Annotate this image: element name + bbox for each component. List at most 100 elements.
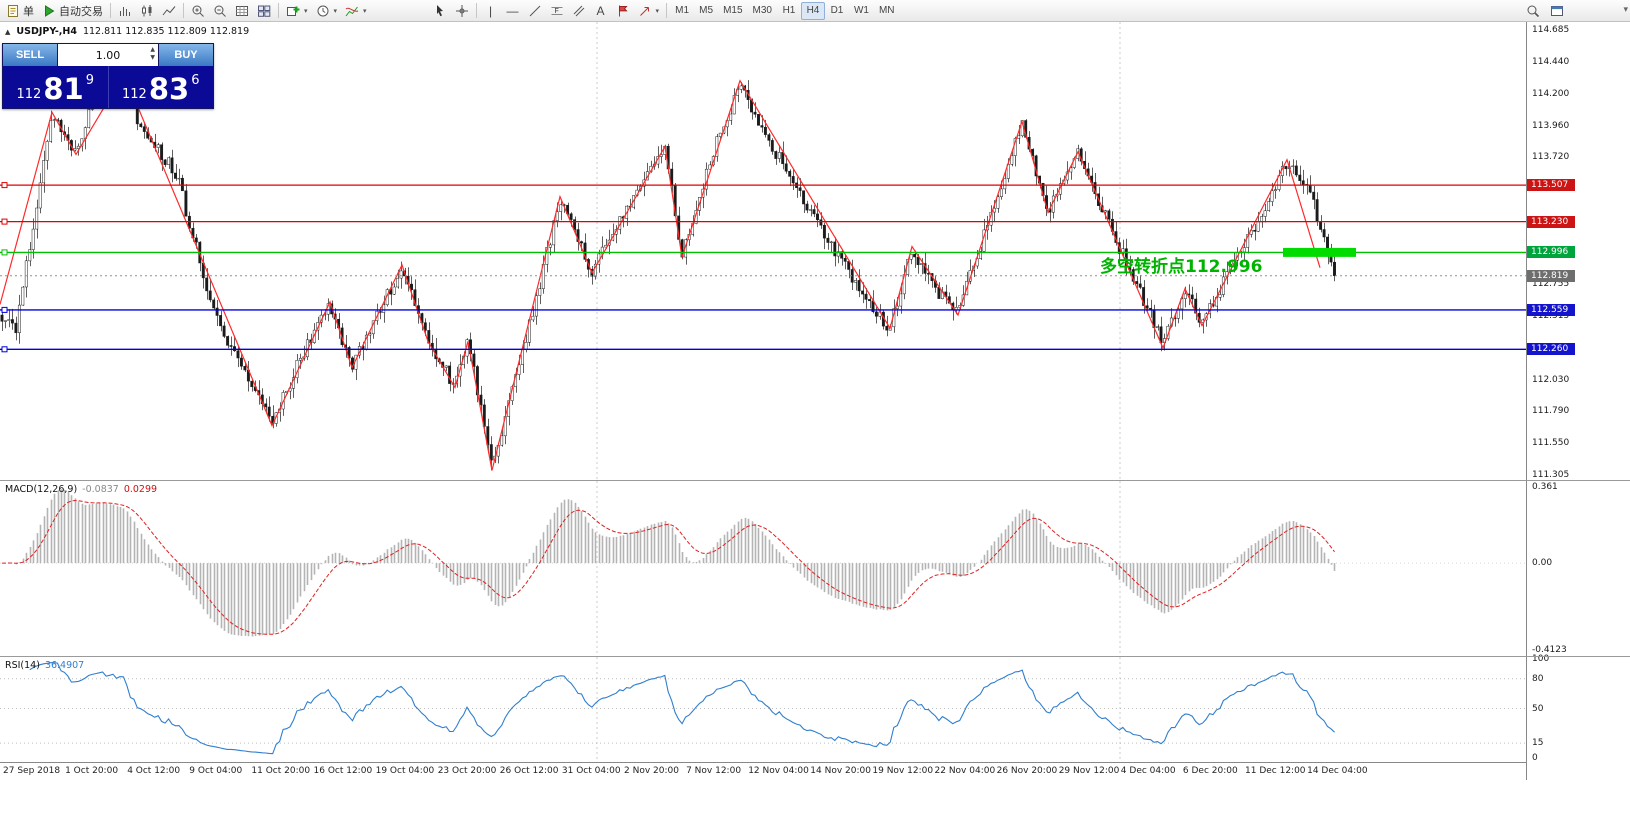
price-axis-label: 114.685 bbox=[1532, 25, 1570, 35]
timeframe-m30-button[interactable]: M30 bbox=[748, 2, 777, 20]
channel-button[interactable] bbox=[568, 1, 590, 21]
panel-splitter-macd[interactable] bbox=[0, 480, 1630, 481]
price-badge: 112.996 bbox=[1527, 246, 1575, 259]
search-button[interactable] bbox=[1522, 1, 1544, 21]
macd-axis-label: 0.00 bbox=[1532, 558, 1553, 569]
price-axis[interactable]: 114.685 114.440 114.200 113.960 113.720 112.7… bbox=[1526, 22, 1630, 780]
sell-button[interactable]: SELL bbox=[3, 44, 57, 66]
quote-panel-toggle-icon[interactable]: ▲ bbox=[5, 27, 11, 36]
time-axis-label: 29 Nov 12:00 bbox=[1058, 766, 1120, 776]
macd-axis-label: -0.4123 bbox=[1532, 645, 1567, 655]
autotrading-button[interactable]: 自动交易 bbox=[38, 1, 107, 21]
fibonacci-button[interactable]: F bbox=[546, 1, 568, 21]
volume-stepper-arrows[interactable]: ▲ ▼ bbox=[150, 46, 155, 62]
toolbar-separator bbox=[183, 3, 184, 18]
stepper-down-icon[interactable]: ▼ bbox=[150, 54, 155, 61]
main-chart[interactable] bbox=[0, 22, 1526, 480]
toolbar-separator bbox=[278, 3, 279, 18]
turning-point-annotation: 多空转折点112.996 bbox=[1100, 257, 1263, 277]
timeframe-w1-button[interactable]: W1 bbox=[849, 2, 874, 20]
trendline-icon bbox=[529, 5, 540, 16]
horizontal-line-button[interactable]: — bbox=[502, 1, 524, 21]
price-axis-label: 114.200 bbox=[1532, 88, 1570, 99]
timeframe-d1-button[interactable]: D1 bbox=[825, 2, 849, 20]
candlestick-chart-button[interactable] bbox=[136, 1, 158, 21]
text-button[interactable]: A bbox=[590, 1, 612, 21]
time-axis-label: 4 Dec 04:00 bbox=[1120, 766, 1176, 776]
toolbar-separator bbox=[110, 3, 111, 18]
buy-price-pipette: 6 bbox=[191, 73, 200, 88]
sell-price[interactable]: 112 81 9 bbox=[3, 66, 108, 108]
time-axis-label: 16 Oct 12:00 bbox=[313, 766, 373, 776]
timeframe-m1-button[interactable]: M1 bbox=[670, 2, 694, 20]
timeframe-m15-button[interactable]: M15 bbox=[718, 2, 747, 20]
time-axis-label: 22 Nov 04:00 bbox=[934, 766, 996, 776]
timeframe-m5-button[interactable]: M5 bbox=[694, 2, 718, 20]
trendline-button[interactable] bbox=[524, 1, 546, 21]
new-order-button[interactable]: 单 bbox=[2, 1, 38, 21]
dropdown-arrow-icon: ▾ bbox=[363, 7, 367, 15]
price-axis-label: 111.550 bbox=[1532, 437, 1570, 448]
time-axis-label: 1 Oct 20:00 bbox=[65, 766, 119, 776]
time-axis-label: 11 Dec 12:00 bbox=[1245, 766, 1306, 776]
grid-button[interactable] bbox=[231, 1, 253, 21]
price-axis-label: 114.440 bbox=[1532, 57, 1570, 68]
buy-button[interactable]: BUY bbox=[159, 44, 213, 66]
clock-icon bbox=[317, 5, 329, 16]
price-badge: 112.260 bbox=[1527, 343, 1575, 356]
time-axis-label: 11 Oct 20:00 bbox=[251, 766, 311, 776]
macd-panel-chart[interactable] bbox=[0, 481, 1526, 656]
line-chart-button[interactable] bbox=[158, 1, 180, 21]
zoom-out-button[interactable] bbox=[209, 1, 231, 21]
timeframe-mn-button[interactable]: MN bbox=[874, 2, 900, 20]
search-icon bbox=[1527, 5, 1540, 17]
volume-stepper[interactable]: 1.00 ▲ ▼ bbox=[57, 44, 159, 66]
time-axis-label: 23 Oct 20:00 bbox=[437, 766, 497, 776]
autotrading-label: 自动交易 bbox=[59, 5, 103, 18]
macd-label-row: MACD(12,26,9) -0.0837 0.0299 bbox=[5, 484, 157, 495]
crosshair-icon bbox=[455, 4, 468, 17]
bar-chart-button[interactable] bbox=[114, 1, 136, 21]
line-chart-icon bbox=[162, 5, 176, 15]
buy-price[interactable]: 112 83 6 bbox=[109, 66, 214, 108]
time-axis-label: 14 Nov 20:00 bbox=[810, 766, 871, 776]
crosshair-button[interactable] bbox=[451, 1, 473, 21]
time-axis-label: 12 Nov 04:00 bbox=[748, 766, 809, 776]
arrows-button[interactable]: ▾ bbox=[634, 1, 664, 21]
panel-splitter-rsi[interactable] bbox=[0, 656, 1630, 657]
sell-price-pipette: 9 bbox=[85, 73, 94, 88]
ohlc-values: 112.811 112.835 112.809 112.819 bbox=[82, 26, 250, 37]
vertical-line-button[interactable]: | bbox=[480, 1, 502, 21]
tile-windows-button[interactable] bbox=[253, 1, 275, 21]
time-axis-label: 19 Oct 04:00 bbox=[375, 766, 435, 776]
rsi-axis-label: 80 bbox=[1532, 673, 1544, 684]
toolbar-overflow-button[interactable]: ▾ bbox=[1623, 4, 1628, 14]
time-axis[interactable]: 27 Sep 2018 1 Oct 20:00 4 Oct 12:00 9 Oct 0… bbox=[0, 762, 1526, 780]
zoom-in-button[interactable] bbox=[187, 1, 209, 21]
zoom-out-icon bbox=[214, 5, 226, 17]
vertical-line-icon: | bbox=[488, 3, 493, 18]
macd-indicator-label: MACD(12,26,9) bbox=[5, 484, 78, 495]
new-chart-button[interactable]: ▾ bbox=[282, 1, 312, 21]
price-axis-label: 112.755 bbox=[1532, 279, 1570, 290]
timeframe-h4-button[interactable]: H4 bbox=[800, 1, 825, 20]
new-order-label: 单 bbox=[23, 5, 34, 18]
indicators-button[interactable]: ▾ bbox=[341, 1, 371, 21]
timeframe-h1-button[interactable]: H1 bbox=[777, 2, 801, 20]
new-window-button[interactable] bbox=[1546, 1, 1568, 21]
fibonacci-icon: F bbox=[551, 6, 563, 15]
macd-value-signal: 0.0299 bbox=[123, 484, 158, 495]
rsi-panel-chart[interactable] bbox=[0, 657, 1526, 762]
price-axis-label: 111.790 bbox=[1532, 406, 1570, 417]
stepper-up-icon[interactable]: ▲ bbox=[150, 46, 155, 53]
one-click-price-row: 112 81 9 112 83 6 bbox=[3, 66, 213, 108]
zoom-in-icon bbox=[192, 5, 204, 17]
dropdown-arrow-icon: ▾ bbox=[304, 7, 308, 15]
price-axis-label: 113.960 bbox=[1532, 120, 1570, 131]
cursor-button[interactable] bbox=[429, 1, 451, 21]
toolbar: 单 自动交易 ▾ ▾ ▾ | — F A ▾ M1 M5 M15 M30 H1 H4 D1 bbox=[0, 0, 1630, 22]
label-button[interactable] bbox=[612, 1, 634, 21]
buy-price-main: 83 bbox=[148, 72, 190, 106]
cycles-button[interactable]: ▾ bbox=[312, 1, 342, 21]
